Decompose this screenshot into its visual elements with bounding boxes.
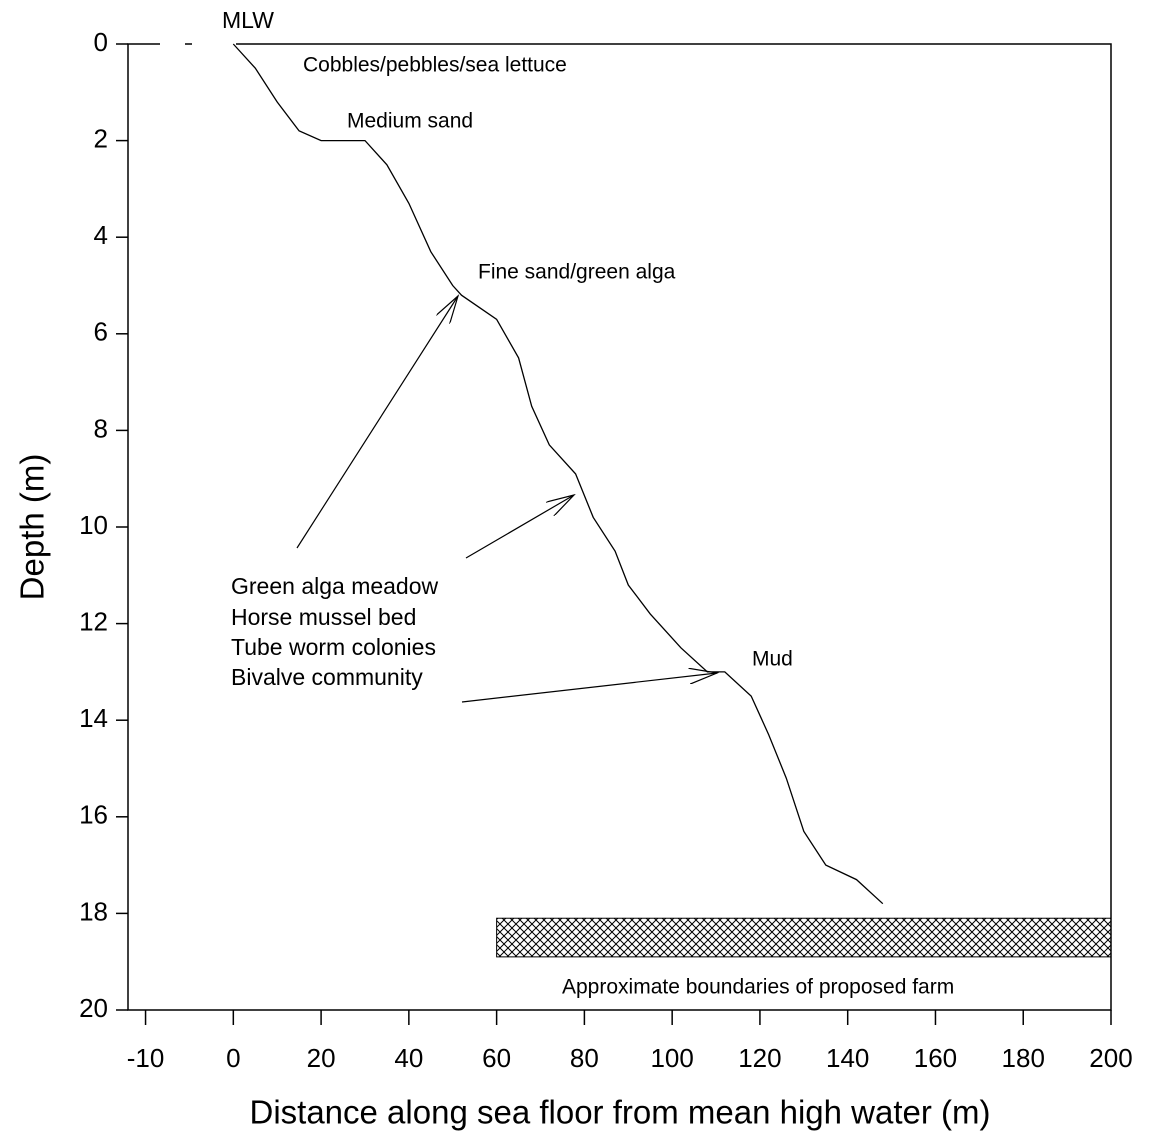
- y-tick-label: 6: [94, 317, 108, 347]
- farm-area: [496, 917, 1112, 958]
- community-label: Tube worm colonies: [231, 634, 436, 660]
- x-axis-title: Distance along sea floor from mean high …: [250, 1094, 991, 1131]
- x-tick-label: 100: [650, 1043, 693, 1073]
- plot-frame: [127, 43, 1112, 1011]
- y-tick-label: 16: [79, 800, 108, 830]
- community-label: Horse mussel bed: [231, 604, 416, 630]
- x-tick-label: 120: [738, 1043, 781, 1073]
- x-tick-label: 200: [1089, 1043, 1132, 1073]
- annotation: MLW: [222, 7, 274, 33]
- farm-label: Approximate boundaries of proposed farm: [562, 976, 954, 999]
- x-tick-label: 160: [914, 1043, 957, 1073]
- x-tick-label: -10: [127, 1043, 165, 1073]
- community-label: Bivalve community: [231, 664, 423, 690]
- arrow: [461, 673, 717, 703]
- y-tick-label: 12: [79, 606, 108, 636]
- annotation: Mud: [752, 648, 793, 671]
- x-tick-label: 180: [1002, 1043, 1045, 1073]
- arrow: [296, 296, 458, 549]
- x-tick-label: 40: [394, 1043, 423, 1073]
- y-axis-title: Depth (m): [14, 454, 51, 601]
- y-tick-label: 2: [94, 123, 108, 153]
- arrow: [465, 495, 574, 559]
- y-tick-label: 0: [94, 27, 108, 57]
- y-tick-label: 4: [94, 220, 108, 250]
- annotation: Medium sand: [347, 110, 473, 133]
- community-label: Green alga meadow: [231, 573, 439, 599]
- x-tick-label: 140: [826, 1043, 869, 1073]
- y-tick-label: 18: [79, 896, 108, 926]
- y-tick-label: 8: [94, 413, 108, 443]
- annotation: Cobbles/pebbles/sea lettuce: [303, 54, 567, 77]
- y-tick-label: 20: [79, 993, 108, 1023]
- x-tick-label: 20: [307, 1043, 336, 1073]
- x-tick-label: 0: [226, 1043, 240, 1073]
- profile-line: [232, 43, 884, 905]
- y-tick-label: 10: [79, 510, 108, 540]
- x-tick-label: 60: [482, 1043, 511, 1073]
- x-tick-label: 80: [570, 1043, 599, 1073]
- annotation: Fine sand/green alga: [478, 261, 676, 284]
- y-tick-label: 14: [79, 703, 108, 733]
